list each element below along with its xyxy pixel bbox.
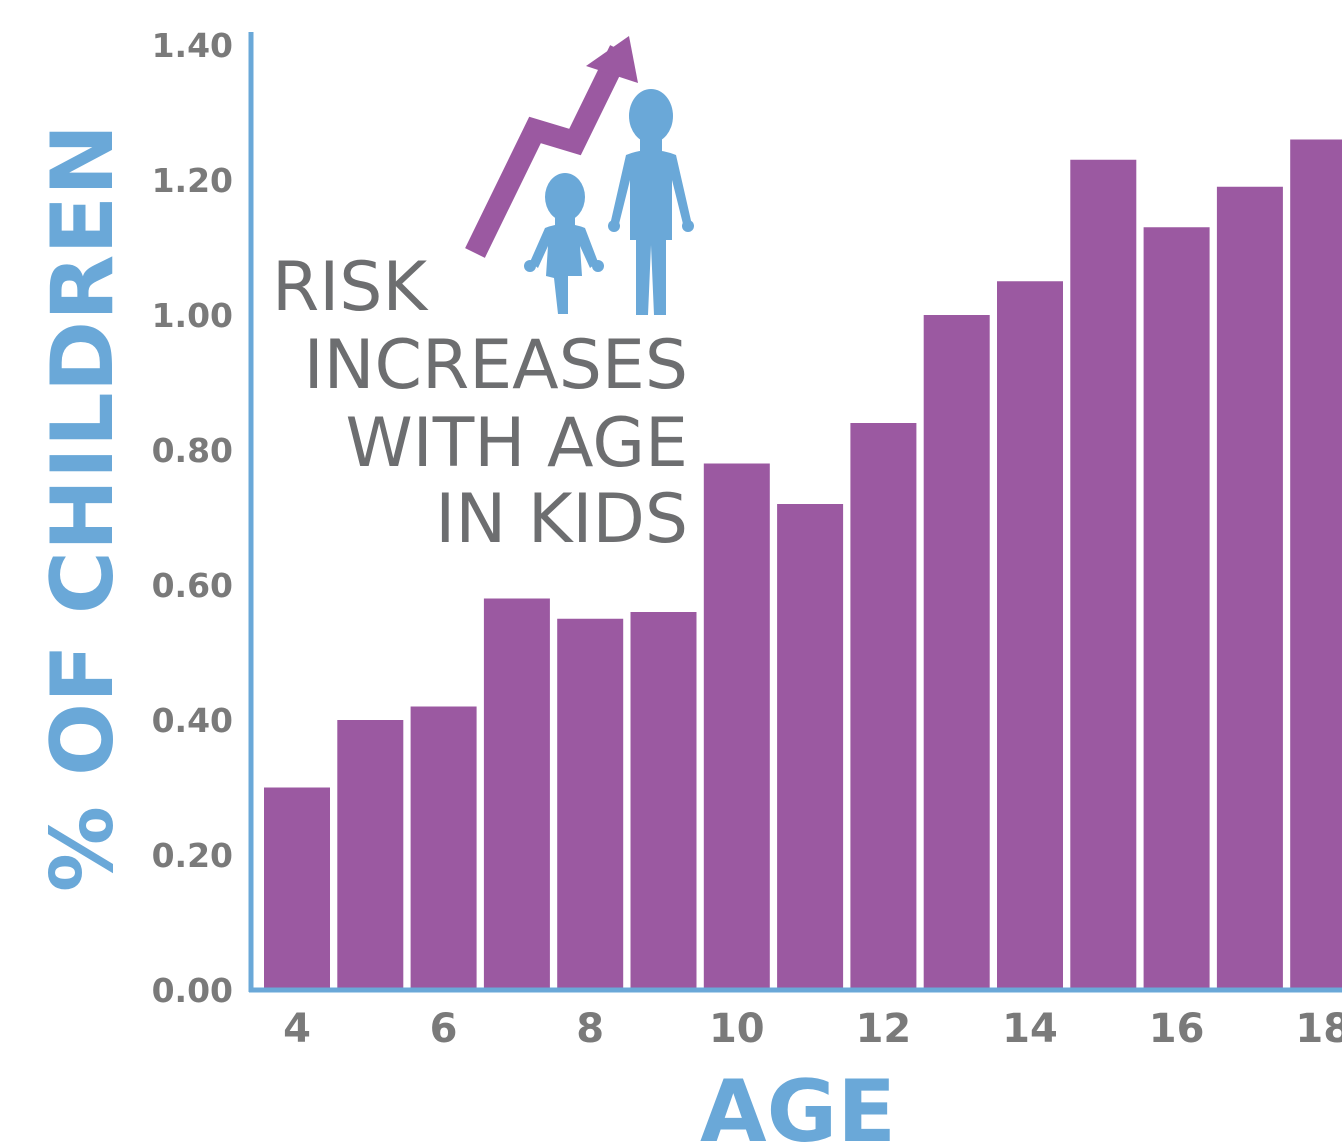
bar-age-11 bbox=[777, 504, 844, 990]
y-tick-label: 0.20 bbox=[152, 836, 233, 875]
child-figure-icon bbox=[608, 89, 694, 315]
bar-age-12 bbox=[850, 423, 917, 990]
y-tick-label: 0.60 bbox=[152, 566, 233, 605]
bars-group bbox=[264, 139, 1342, 990]
toddler-figure-icon bbox=[524, 173, 604, 314]
x-tick-labels: 4 6 8 10 12 14 16 18 bbox=[283, 1006, 1342, 1052]
bar-age-7 bbox=[483, 598, 550, 990]
bar-age-15 bbox=[1070, 159, 1137, 990]
headline-line-1: RISK bbox=[272, 248, 429, 327]
x-tick-label: 10 bbox=[709, 1006, 765, 1052]
y-tick-label: 1.40 bbox=[152, 26, 233, 65]
x-tick-label: 8 bbox=[576, 1006, 604, 1052]
bar-age-13 bbox=[923, 315, 990, 990]
x-tick-label: 16 bbox=[1149, 1006, 1205, 1052]
x-tick-label: 12 bbox=[856, 1006, 912, 1052]
y-tick-labels: 0.00 0.20 0.40 0.60 0.80 1.00 1.20 1.40 bbox=[152, 26, 233, 1010]
bar-age-17 bbox=[1216, 186, 1283, 990]
bar-age-4 bbox=[264, 787, 330, 990]
y-tick-label: 1.20 bbox=[152, 161, 233, 200]
x-tick-label: 4 bbox=[283, 1006, 311, 1052]
trend-up-arrow-icon bbox=[465, 36, 638, 258]
x-tick-label: 6 bbox=[430, 1006, 458, 1052]
headline-line-2: INCREASES bbox=[304, 326, 688, 405]
headline-line-3: WITH AGE bbox=[345, 404, 688, 483]
y-tick-label: 1.00 bbox=[152, 296, 233, 335]
x-tick-label: 14 bbox=[1002, 1006, 1058, 1052]
y-tick-label: 0.00 bbox=[152, 971, 233, 1010]
headline-line-4: IN KIDS bbox=[435, 480, 688, 559]
bar-age-14 bbox=[997, 281, 1063, 990]
headline: RISK INCREASES WITH AGE IN KIDS bbox=[272, 248, 688, 559]
bar-age-6 bbox=[410, 706, 477, 990]
x-tick-label: 18 bbox=[1295, 1006, 1342, 1052]
y-tick-label: 0.80 bbox=[152, 431, 233, 470]
y-tick-label: 0.40 bbox=[152, 701, 233, 740]
bar-age-9 bbox=[630, 612, 697, 990]
bar-age-5 bbox=[337, 720, 404, 990]
x-axis-title: AGE bbox=[700, 1062, 896, 1144]
bar-age-10 bbox=[703, 463, 770, 990]
bar-age-16 bbox=[1143, 227, 1210, 990]
bar-age-8 bbox=[557, 618, 624, 990]
y-axis-title: % OF CHILDREN bbox=[33, 124, 133, 892]
bar-age-18 bbox=[1290, 139, 1342, 990]
